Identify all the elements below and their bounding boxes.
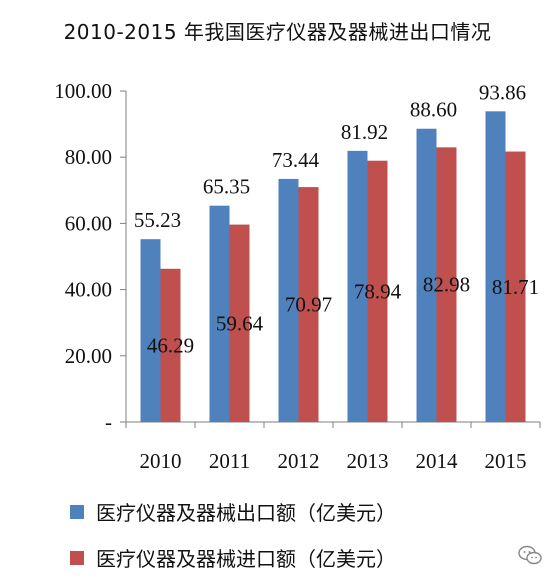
y-tick-label: 100.00	[54, 79, 112, 103]
bar-export	[140, 239, 161, 422]
y-tick-label: 80.00	[65, 145, 112, 169]
bar-export	[485, 111, 506, 423]
bar-export	[416, 128, 437, 422]
bar-export	[209, 205, 230, 422]
data-label-export: 65.35	[203, 175, 250, 199]
data-label-import: 78.94	[354, 279, 402, 303]
legend-item-export: 医疗仪器及器械出口额（亿美元）	[70, 497, 396, 526]
y-tick-label: 20.00	[65, 344, 112, 368]
data-label-import: 70.97	[285, 293, 332, 317]
data-label-export: 73.44	[272, 148, 320, 172]
bar-export	[278, 178, 299, 422]
bar-export	[347, 150, 368, 423]
data-label-import: 82.98	[423, 273, 470, 297]
bar-import	[160, 268, 181, 422]
chart-title: 2010-2015 年我国医疗仪器及器械进出口情况	[63, 20, 492, 44]
legend-label-import: 医疗仪器及器械进口额（亿美元）	[96, 547, 396, 571]
y-tick-label: -	[105, 410, 112, 434]
data-label-import: 59.64	[216, 311, 264, 335]
data-label-import: 81.71	[492, 275, 539, 299]
data-label-export: 81.92	[341, 120, 388, 144]
watermark-icon	[518, 545, 542, 565]
y-tick-label: 40.00	[65, 278, 112, 302]
bar-import	[367, 160, 388, 422]
x-tick-label: 2013	[347, 449, 389, 473]
bar-import	[505, 151, 526, 422]
bar-import	[229, 224, 250, 422]
data-label-export: 55.23	[134, 208, 181, 232]
x-tick-label: 2015	[485, 449, 527, 473]
data-label-export: 88.60	[410, 98, 457, 122]
data-label-export: 93.86	[479, 80, 526, 104]
y-tick-label: 60.00	[65, 211, 112, 235]
x-tick-label: 2014	[416, 449, 459, 473]
legend-swatch-export	[70, 504, 84, 519]
legend-label-export: 医疗仪器及器械出口额（亿美元）	[96, 501, 396, 525]
legend-item-import: 医疗仪器及器械进口额（亿美元）	[70, 543, 396, 572]
bar-import	[298, 187, 319, 422]
data-label-import: 46.29	[147, 333, 194, 357]
x-tick-label: 2012	[278, 449, 320, 473]
bar-chart: - 20.00 40.00 60.00 80.00 100.00 2010 55.23 46.2…	[54, 79, 541, 473]
legend-swatch-import	[70, 550, 84, 565]
bar-import	[436, 147, 457, 423]
x-tick-label: 2011	[209, 449, 250, 473]
x-tick-label: 2010	[140, 449, 182, 473]
